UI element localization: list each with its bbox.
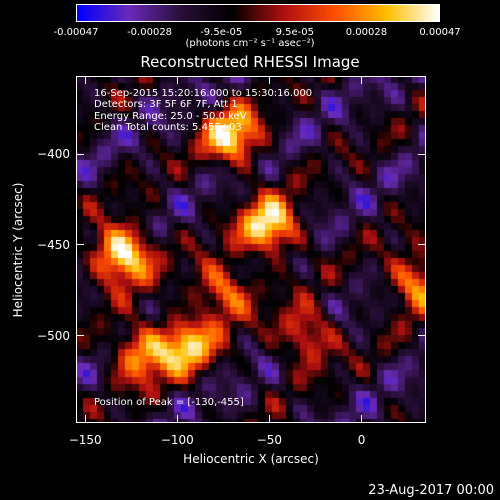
y-tick-label: −450 bbox=[37, 237, 70, 252]
x-tick-label: −50 bbox=[256, 433, 283, 447]
x-tick-mark bbox=[268, 76, 270, 84]
x-tick-mark bbox=[84, 415, 86, 423]
colorbar-tick-label: 0.00047 bbox=[419, 27, 461, 38]
y-axis-label: Heliocentric Y (arcsec) bbox=[11, 182, 25, 318]
y-tick-mark bbox=[76, 244, 84, 246]
annotation-peak-position: Position of Peak = [-130,-455] bbox=[94, 397, 244, 408]
x-tick-mark bbox=[176, 415, 178, 423]
colorbar-unit-label: (photons cm⁻² s⁻¹ asec⁻²) bbox=[185, 38, 315, 49]
colorbar-tick-label: -0.00047 bbox=[53, 27, 99, 38]
chart-title: Reconstructed RHESSI Image bbox=[140, 53, 360, 71]
date-stamp: 23-Aug-2017 00:00 bbox=[368, 483, 494, 498]
colorbar-tick-label: -0.00028 bbox=[127, 27, 173, 38]
x-tick-mark bbox=[361, 76, 363, 84]
annotation-detectors: Detectors: 3F 5F 6F 7F, Att 1 bbox=[94, 99, 238, 110]
y-tick-label: −400 bbox=[37, 147, 70, 162]
heatmap-image bbox=[76, 76, 426, 423]
colorbar-tick-label: 9.5e-05 bbox=[275, 27, 314, 38]
x-tick-mark bbox=[84, 76, 86, 84]
x-tick-mark bbox=[268, 415, 270, 423]
colorbar-tick-label: -9.5e-05 bbox=[200, 27, 243, 38]
x-tick-label: −150 bbox=[68, 433, 102, 447]
y-tick-label: −500 bbox=[37, 328, 70, 343]
annotation-energy-range: Energy Range: 25.0 - 50.0 keV bbox=[94, 111, 247, 122]
x-tick-label: 0 bbox=[357, 433, 366, 447]
y-tick-mark bbox=[418, 335, 426, 337]
colorbar bbox=[76, 4, 440, 22]
annotation-total-counts: Clean Total counts: 5.45E+03 bbox=[94, 122, 242, 133]
x-tick-mark bbox=[361, 415, 363, 423]
y-tick-mark bbox=[76, 335, 84, 337]
y-tick-mark bbox=[418, 244, 426, 246]
x-tick-mark bbox=[176, 76, 178, 84]
x-tick-label: −100 bbox=[160, 433, 194, 447]
plot-frame bbox=[76, 76, 426, 423]
annotation-time-range: 16-Sep-2015 15:20:16.000 to 15:30:16.000 bbox=[94, 88, 313, 99]
colorbar-tick-label: 0.00028 bbox=[345, 27, 388, 38]
y-tick-mark bbox=[418, 153, 426, 155]
x-axis-label: Heliocentric X (arcsec) bbox=[183, 452, 319, 466]
y-tick-mark bbox=[76, 153, 84, 155]
